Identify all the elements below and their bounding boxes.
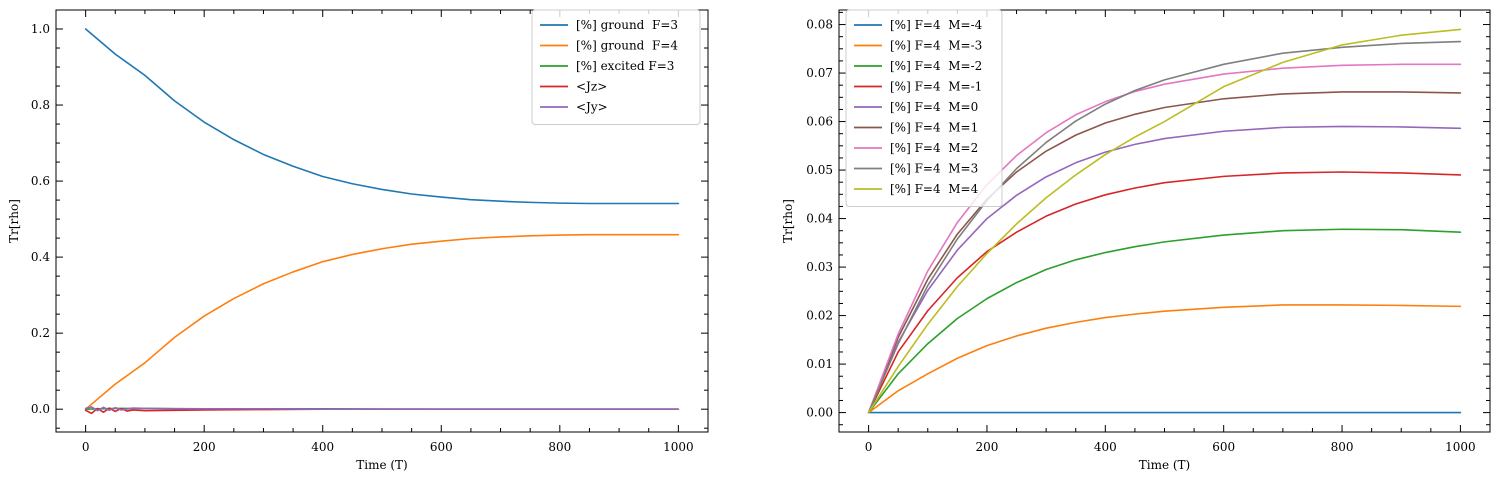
x-axis-label: Time (T) bbox=[356, 458, 408, 472]
y-tick-label: 0.05 bbox=[806, 163, 833, 177]
legend-box bbox=[531, 9, 701, 125]
legend-entry: [%] ground F=3 bbox=[576, 18, 678, 32]
series-group bbox=[867, 28, 1462, 414]
legend-entry: [%] F=4 M=3 bbox=[890, 162, 978, 176]
legend-entry: [%] F=4 M=-4 bbox=[890, 18, 983, 32]
y-tick-label: 0.8 bbox=[31, 98, 50, 112]
legend-box bbox=[845, 9, 1003, 207]
y-tick-label: 0.01 bbox=[806, 357, 833, 371]
y-tick-label: 0.6 bbox=[31, 174, 50, 188]
x-tick-label: 1000 bbox=[663, 440, 694, 454]
y-axis-label: Tr[rho] bbox=[7, 199, 21, 243]
y-tick-label: 0.04 bbox=[806, 212, 833, 226]
legend-entry: [%] F=4 M=-3 bbox=[890, 39, 982, 53]
legend-entry: [%] F=4 M=1 bbox=[890, 121, 978, 135]
x-tick-label: 400 bbox=[1094, 440, 1117, 454]
x-tick-label: 800 bbox=[548, 440, 571, 454]
chart-panel-1: 0 200 400 600 800 1000 0.0 0.2 0.4 0.6 0.8 1.0 Time … bbox=[7, 9, 709, 472]
y-tick-label: 0.00 bbox=[806, 406, 833, 420]
series-line-5 bbox=[84, 406, 680, 412]
x-tick-label: 400 bbox=[311, 440, 334, 454]
series-line-6 bbox=[867, 91, 1462, 414]
y-tick-label: 0.08 bbox=[806, 18, 833, 32]
x-axis-label: Time (T) bbox=[1139, 458, 1191, 472]
series-line-2 bbox=[867, 304, 1462, 414]
legend-entry: <Jz> bbox=[576, 80, 607, 94]
legend-entry: [%] F=4 M=4 bbox=[890, 182, 979, 196]
y-tick-label: 0.02 bbox=[806, 309, 833, 323]
series-line-5 bbox=[867, 125, 1462, 414]
legend-entry: [%] F=4 M=-2 bbox=[890, 59, 982, 73]
series-line-1 bbox=[84, 28, 680, 205]
y-tick-label: 0.07 bbox=[806, 66, 833, 80]
y-tick-label: 0.2 bbox=[31, 326, 50, 340]
legend-entry: [%] F=4 M=-1 bbox=[890, 80, 982, 94]
legend: [%] ground F=3 [%] ground F=4 [%] excited … bbox=[531, 9, 701, 125]
legend-entry: [%] F=4 M=2 bbox=[890, 141, 978, 155]
x-tick-label: 0 bbox=[865, 440, 873, 454]
legend-entry: [%] ground F=4 bbox=[576, 39, 678, 53]
series-line-7 bbox=[867, 63, 1462, 414]
series-group bbox=[84, 28, 680, 415]
legend-entry: [%] F=4 M=0 bbox=[890, 100, 978, 114]
y-tick-label: 0.03 bbox=[806, 260, 833, 274]
x-tick-label: 600 bbox=[1212, 440, 1235, 454]
x-tick-label: 1000 bbox=[1445, 440, 1476, 454]
x-tick-label: 200 bbox=[193, 440, 216, 454]
y-tick-label: 0.06 bbox=[806, 115, 833, 129]
legend-entry: <Jy> bbox=[576, 100, 608, 114]
x-tick-label: 800 bbox=[1331, 440, 1354, 454]
legend-entry: [%] excited F=3 bbox=[576, 59, 674, 73]
y-tick-label: 0.4 bbox=[31, 250, 50, 264]
series-line-8 bbox=[867, 40, 1462, 414]
x-tick-label: 200 bbox=[976, 440, 999, 454]
chart-panel-2: 0 200 400 600 800 1000 0.00 0.01 0.02 0.03 0.04 0.0… bbox=[781, 9, 1491, 472]
y-axis-label: Tr[rho] bbox=[781, 199, 795, 243]
series-line-2 bbox=[84, 233, 680, 410]
y-tick-label: 1.0 bbox=[31, 22, 50, 36]
y-tick-label: 0.0 bbox=[31, 402, 50, 416]
series-line-9 bbox=[867, 28, 1462, 414]
legend: [%] F=4 M=-4 [%] F=4 M=-3 [%] F=4 M=-2 [%] … bbox=[845, 9, 1003, 207]
x-tick-label: 0 bbox=[82, 440, 90, 454]
series-line-4 bbox=[867, 171, 1462, 414]
series-line-3 bbox=[867, 228, 1462, 414]
x-tick-label: 600 bbox=[430, 440, 453, 454]
